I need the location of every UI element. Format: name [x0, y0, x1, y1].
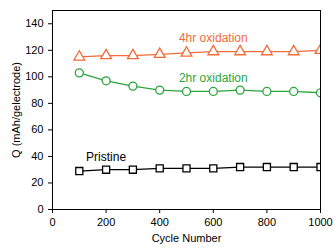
- svg-text:4hr oxidation: 4hr oxidation: [179, 31, 248, 45]
- svg-text:2hr oxidation: 2hr oxidation: [179, 71, 248, 85]
- svg-text:120: 120: [25, 44, 43, 56]
- svg-text:0: 0: [37, 203, 43, 215]
- svg-text:Cycle Number: Cycle Number: [152, 232, 222, 244]
- svg-text:Pristine: Pristine: [86, 150, 126, 164]
- svg-text:800: 800: [258, 216, 276, 228]
- svg-text:200: 200: [97, 216, 115, 228]
- svg-text:20: 20: [31, 176, 43, 188]
- svg-text:60: 60: [31, 123, 43, 135]
- svg-text:400: 400: [151, 216, 169, 228]
- svg-text:0: 0: [49, 216, 55, 228]
- svg-text:600: 600: [204, 216, 222, 228]
- svg-text:80: 80: [31, 97, 43, 109]
- svg-text:140: 140: [25, 17, 43, 29]
- svg-text:Q (mAh/gelectrode): Q (mAh/gelectrode): [10, 62, 22, 158]
- svg-text:100: 100: [25, 70, 43, 82]
- svg-text:40: 40: [31, 150, 43, 162]
- svg-text:1000: 1000: [308, 216, 332, 228]
